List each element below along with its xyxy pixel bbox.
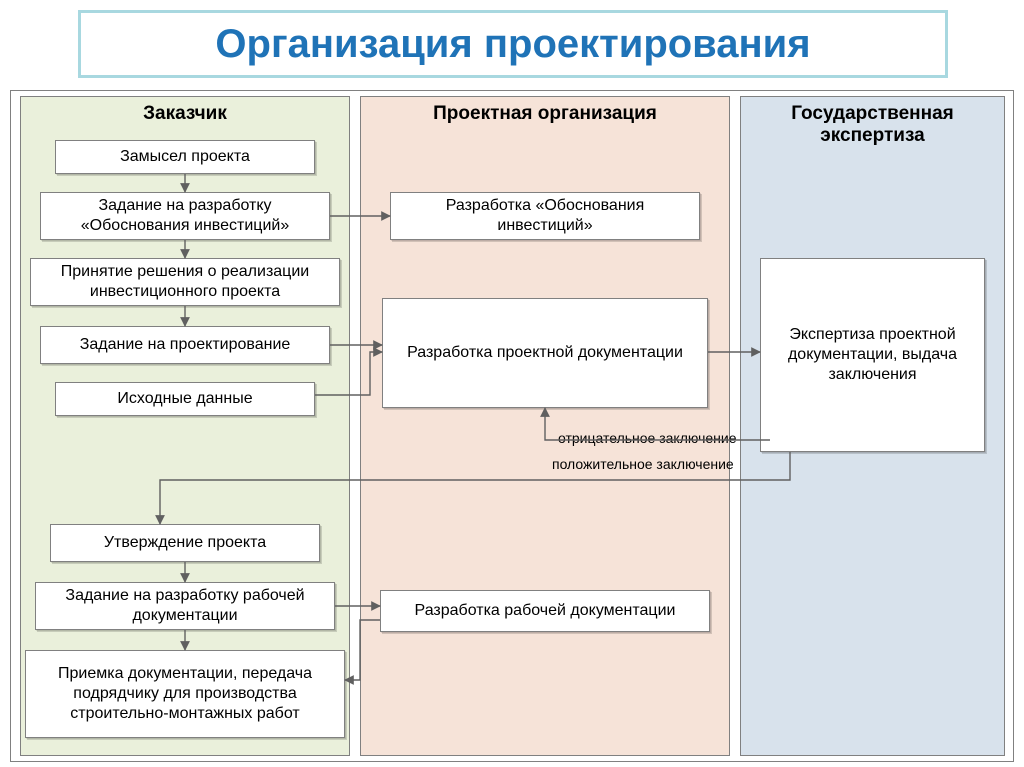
node-n2: Задание на разработку «Обоснования инвес… (40, 192, 330, 240)
lane-expertise-header: Государственная экспертиза (741, 97, 1004, 153)
page-title: Организация проектирования (78, 10, 948, 78)
node-n4: Задание на проектирование (40, 326, 330, 364)
lbl-neg: отрицательное заключение (558, 430, 737, 446)
node-n5: Исходные данные (55, 382, 315, 416)
node-n7: Задание на разработку рабочей документац… (35, 582, 335, 630)
node-n11: Разработка рабочей документации (380, 590, 710, 632)
node-n3: Принятие решения о реализации инвестицио… (30, 258, 340, 306)
lane-customer-header: Заказчик (21, 97, 349, 131)
node-n6: Утверждение проекта (50, 524, 320, 562)
node-n8: Приемка документации, передача подрядчик… (25, 650, 345, 738)
lbl-pos: положительное заключение (552, 456, 734, 472)
node-n10: Разработка проектной документации (382, 298, 708, 408)
node-n9: Разработка «Обоснования инвестиций» (390, 192, 700, 240)
node-n1: Замысел проекта (55, 140, 315, 174)
page-title-text: Организация проектирования (215, 22, 810, 67)
node-n12: Экспертиза проектной документации, выдач… (760, 258, 985, 452)
lane-designer-header: Проектная организация (361, 97, 729, 131)
